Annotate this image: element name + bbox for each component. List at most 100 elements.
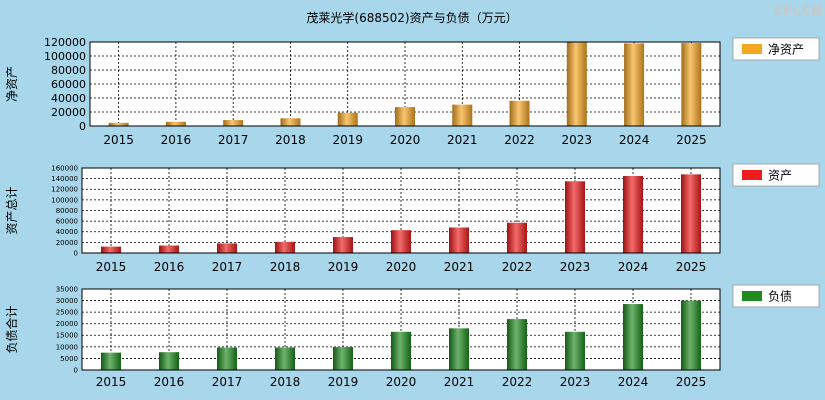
bar-2018 [280, 118, 301, 126]
x-tick-label: 2020 [390, 133, 421, 147]
x-tick-label: 2019 [332, 133, 363, 147]
y-tick-label: 160000 [51, 164, 78, 172]
x-tick-label: 2024 [618, 375, 649, 389]
bar-2015 [101, 246, 121, 253]
x-tick-label: 2025 [676, 260, 707, 274]
y-tick-label: 120000 [51, 186, 78, 194]
x-tick-label: 2025 [676, 375, 707, 389]
bar-2025 [681, 43, 702, 126]
legend: 负债 [732, 284, 820, 308]
bar-2016 [159, 352, 179, 370]
bar-2020 [391, 230, 411, 253]
plot-frame [81, 167, 721, 254]
legend-swatch [742, 170, 762, 180]
bar-2017 [217, 347, 237, 370]
y-tick-label: 10000 [56, 343, 78, 351]
y-tick-label: 140000 [51, 175, 78, 183]
bar-2018 [275, 241, 295, 253]
x-tick-label: 2015 [103, 133, 134, 147]
plot-frame [81, 288, 721, 371]
bar-2022 [507, 222, 527, 253]
x-tick-label: 2016 [154, 375, 185, 389]
x-tick-label: 2018 [270, 260, 301, 274]
bar-2021 [452, 104, 473, 126]
y-axis-title: 净资产 [5, 66, 19, 102]
x-tick-label: 2017 [212, 260, 243, 274]
x-tick-label: 2025 [676, 133, 707, 147]
x-tick-label: 2021 [444, 375, 475, 389]
bar-2022 [507, 319, 527, 370]
legend-box [732, 37, 820, 61]
legend-swatch [742, 291, 762, 301]
x-tick-label: 2023 [560, 375, 591, 389]
y-tick-label: 20000 [51, 106, 86, 119]
plot-frame [89, 41, 721, 127]
legend-label: 负债 [768, 290, 792, 304]
bar-2020 [391, 331, 411, 370]
bar-2024 [624, 43, 645, 126]
y-tick-label: 0 [79, 120, 86, 133]
x-tick-label: 2021 [447, 133, 478, 147]
bar-2023 [566, 42, 587, 126]
x-tick-label: 2019 [328, 375, 359, 389]
x-tick-label: 2020 [386, 260, 417, 274]
y-tick-label: 20000 [56, 239, 78, 247]
y-tick-label: 80000 [56, 207, 78, 215]
bar-2024 [623, 175, 643, 253]
bar-2025 [681, 300, 701, 370]
bar-2022 [509, 100, 530, 126]
legend: 净资产 [732, 37, 820, 61]
x-tick-label: 2023 [562, 133, 593, 147]
x-tick-label: 2023 [560, 260, 591, 274]
bar-2024 [623, 304, 643, 370]
x-tick-label: 2022 [504, 133, 535, 147]
y-axis-title: 资产总计 [5, 186, 19, 234]
legend-box [732, 284, 820, 308]
y-tick-label: 15000 [56, 332, 78, 340]
y-tick-label: 30000 [56, 297, 78, 305]
y-tick-label: 100000 [51, 196, 78, 204]
x-tick-label: 2022 [502, 260, 533, 274]
bar-2019 [333, 347, 353, 370]
x-tick-label: 2024 [619, 133, 650, 147]
y-tick-label: 25000 [56, 309, 78, 317]
x-tick-label: 2016 [154, 260, 185, 274]
y-axis-title: 负债合计 [4, 305, 19, 353]
x-tick-label: 2015 [96, 375, 127, 389]
bar-2025 [681, 174, 701, 253]
bar-2015 [108, 122, 129, 126]
y-tick-label: 40000 [51, 92, 86, 105]
x-tick-label: 2019 [328, 260, 359, 274]
x-tick-label: 2018 [275, 133, 306, 147]
panel-3: 0 5000 10000 15000 20000 25000 30000 35000 2015 2… [4, 284, 820, 389]
y-tick-label: 35000 [56, 285, 78, 293]
y-tick-label: 60000 [56, 218, 78, 226]
y-tick-label: 40000 [56, 228, 78, 236]
y-tick-label: 120000 [44, 36, 86, 49]
y-tick-label: 5000 [60, 355, 78, 363]
bar-2021 [449, 227, 469, 253]
bar-2020 [395, 107, 415, 126]
x-tick-label: 2015 [96, 260, 127, 274]
x-tick-label: 2024 [618, 260, 649, 274]
y-tick-label: 100000 [44, 50, 86, 63]
bar-2021 [449, 328, 469, 370]
bar-2023 [565, 331, 585, 370]
bar-2016 [159, 245, 179, 253]
legend-box [732, 163, 820, 187]
legend-label: 净资产 [768, 43, 804, 57]
x-tick-label: 2020 [386, 375, 417, 389]
x-tick-label: 2017 [212, 375, 243, 389]
x-tick-label: 2018 [270, 375, 301, 389]
legend-swatch [742, 44, 762, 54]
legend-label: 资产 [768, 169, 792, 183]
y-tick-label: 0 [74, 249, 78, 257]
y-tick-label: 0 [74, 366, 78, 374]
watermark: CFi.CN [774, 4, 822, 19]
x-tick-label: 2022 [502, 375, 533, 389]
bar-2023 [565, 181, 585, 253]
bar-2018 [275, 347, 295, 370]
y-tick-label: 80000 [51, 64, 86, 77]
